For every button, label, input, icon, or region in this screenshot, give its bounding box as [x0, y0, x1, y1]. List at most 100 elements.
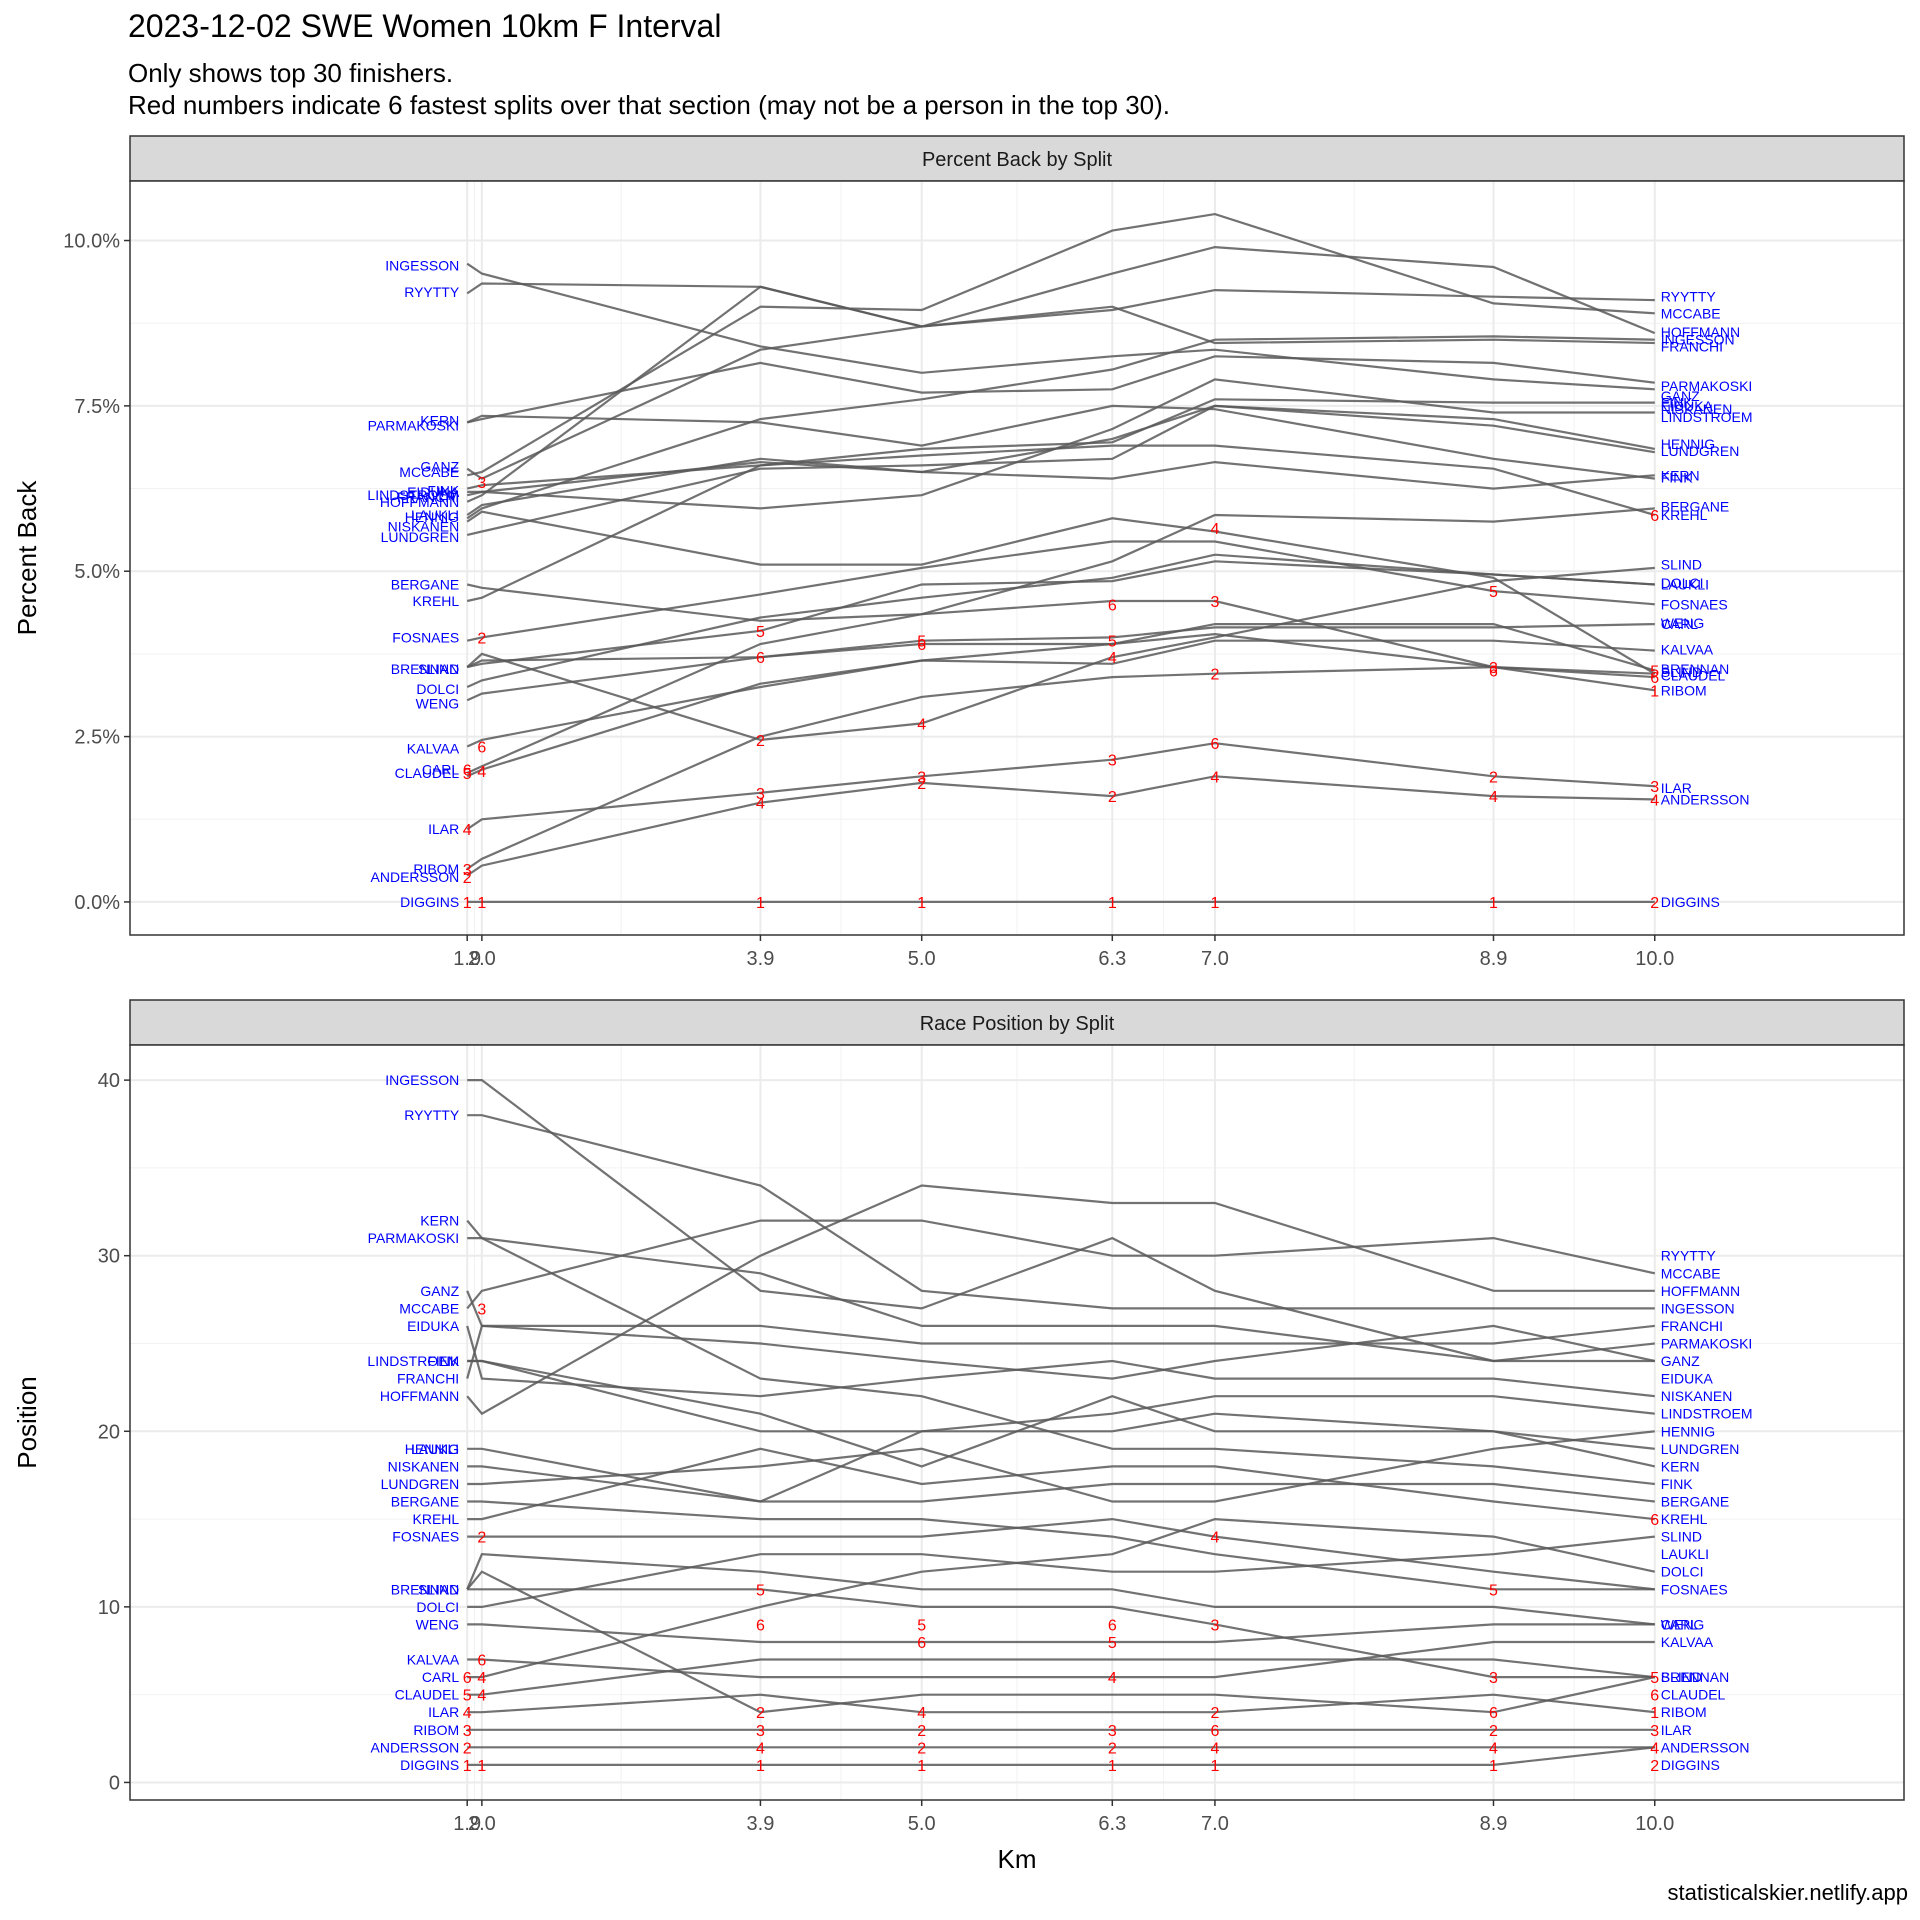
split-rank-label: 3 [1108, 753, 1117, 770]
end-label-parmakoski: PARMAKOSKI [1661, 1335, 1753, 1351]
end-label-niskanen: NISKANEN [1661, 1388, 1733, 1404]
end-label-laukli: LAUKLI [1661, 576, 1709, 592]
end-label-diggins: DIGGINS [1661, 894, 1720, 910]
start-label-laukli: LAUKLI [411, 1441, 459, 1457]
x-tick-label: 6.3 [1098, 1813, 1126, 1835]
start-label-weng: WENG [416, 1616, 460, 1632]
start-label-lindstroem: LINDSTROEM [367, 487, 459, 503]
end-label-kalvaa: KALVAA [1661, 1634, 1714, 1650]
series-line-ryytty [466, 282, 1655, 328]
end-label-mccabe: MCCABE [1661, 1265, 1721, 1281]
split-rank-label: 6 [477, 740, 486, 757]
start-label-dolci: DOLCI [416, 1599, 459, 1615]
x-tick-label: 6.3 [1098, 948, 1126, 970]
split-rank-label: 3 [1489, 1670, 1498, 1687]
series-line-laukli [466, 1553, 1655, 1626]
x-tick-label: 10.0 [1635, 948, 1674, 970]
start-label-ryytty: RYYTTY [404, 1107, 460, 1123]
end-label-ilar: ILAR [1661, 780, 1692, 796]
series-line-slind [466, 1570, 1656, 1714]
split-rank-label: 1 [463, 1758, 472, 1775]
end-label-ganz: GANZ [1661, 388, 1700, 404]
y-tick-label: 0 [109, 1772, 120, 1794]
start-label-kalvaa: KALVAA [407, 1652, 460, 1668]
split-rank-label: 2 [917, 776, 926, 793]
end-label-ribom: RIBOM [1661, 682, 1707, 698]
split-rank-label: 1 [463, 895, 472, 912]
start-label-kern: KERN [420, 412, 459, 428]
start-label-lindstroem: LINDSTROEM [367, 1353, 459, 1369]
split-rank-label: 2 [1650, 895, 1659, 912]
y-axis-title: Position [12, 1376, 42, 1469]
end-label-carl: CARL [1661, 1616, 1699, 1632]
end-label-weng: WENG [1661, 1616, 1705, 1632]
end-label-hennig: HENNIG [1661, 1423, 1715, 1439]
series-line-ingesson [466, 262, 1655, 391]
start-label-claudel: CLAUDEL [395, 1687, 460, 1703]
start-label-krehl: KREHL [413, 1511, 460, 1527]
split-rank-label: 4 [1489, 789, 1498, 806]
split-rank-label: 5 [756, 624, 765, 641]
split-rank-label: 6 [1210, 736, 1219, 753]
series-line-franchi [466, 335, 1655, 520]
x-tick-label: 7.0 [1201, 948, 1229, 970]
end-label-fink: FINK [1661, 1476, 1694, 1492]
start-label-carl: CARL [422, 762, 460, 778]
split-rank-label: 3 [1650, 779, 1659, 796]
split-rank-label: 3 [756, 1723, 765, 1740]
end-label-carl: CARL [1661, 616, 1699, 632]
split-rank-label: 4 [917, 716, 926, 733]
split-rank-label: 4 [756, 1740, 765, 1757]
x-tick-label: 5.0 [908, 948, 936, 970]
start-label-kern: KERN [420, 1213, 459, 1229]
end-label-dolci: DOLCI [1661, 1564, 1704, 1580]
end-label-weng: WENG [1661, 615, 1705, 631]
start-label-diggins: DIGGINS [400, 894, 459, 910]
series-line-weng [466, 623, 1655, 702]
chart-subtitle-line1: Only shows top 30 finishers. [128, 58, 454, 88]
split-rank-label: 1 [756, 1758, 765, 1775]
split-rank-label: 2 [917, 1740, 926, 1757]
end-label-ganz: GANZ [1661, 1353, 1700, 1369]
split-rank-label: 6 [1650, 670, 1659, 687]
split-rank-label: 5 [756, 1582, 765, 1599]
end-label-fosnaes: FOSNAES [1661, 1581, 1728, 1597]
start-label-andersson: ANDERSSON [371, 1739, 460, 1755]
x-tick-label: 2.0 [468, 948, 496, 970]
split-rank-label: 1 [917, 1758, 926, 1775]
split-rank-label: 3 [1650, 1723, 1659, 1740]
split-rank-label: 4 [917, 1705, 926, 1722]
y-tick-label: 10.0% [63, 231, 120, 253]
start-label-bergane: BERGANE [391, 1494, 459, 1510]
split-rank-label: 6 [477, 1653, 486, 1670]
start-label-mccabe: MCCABE [399, 464, 459, 480]
series-line-kern [466, 404, 1655, 480]
split-rank-label: 1 [756, 895, 765, 912]
split-rank-label: 4 [1210, 1740, 1219, 1757]
end-label-fosnaes: FOSNAES [1661, 596, 1728, 612]
start-label-diggins: DIGGINS [400, 1757, 459, 1773]
series-line-niskanen [467, 1465, 1655, 1503]
split-rank-label: 6 [756, 650, 765, 667]
split-rank-label: 6 [1650, 508, 1659, 525]
split-rank-label: 3 [477, 1301, 486, 1318]
start-label-franchi: FRANCHI [397, 489, 459, 505]
split-rank-label: 4 [1650, 792, 1659, 809]
start-label-krehl: KREHL [413, 593, 460, 609]
split-rank-label: 1 [1489, 895, 1498, 912]
start-label-parmakoski: PARMAKOSKI [368, 418, 460, 434]
start-label-ilar: ILAR [428, 1704, 459, 1720]
start-label-slind: SLIND [418, 1581, 459, 1597]
end-label-diggins: DIGGINS [1661, 1757, 1720, 1773]
split-rank-label: 1 [1210, 1758, 1219, 1775]
y-tick-label: 0.0% [74, 892, 120, 914]
end-label-ilar: ILAR [1661, 1722, 1692, 1738]
panel-border [129, 180, 1905, 936]
split-rank-label: 2 [1489, 1723, 1498, 1740]
series-line-hoffmann [466, 245, 1656, 503]
end-label-eiduka: EIDUKA [1661, 398, 1714, 414]
split-rank-label: 1 [917, 895, 926, 912]
start-label-bergane: BERGANE [391, 576, 459, 592]
series-line-kalvaa [467, 1640, 1655, 1679]
split-rank-label: 2 [756, 733, 765, 750]
